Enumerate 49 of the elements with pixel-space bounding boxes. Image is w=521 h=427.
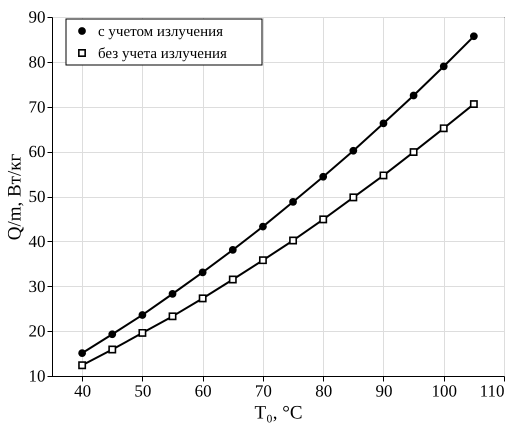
y-tick-label: 10 bbox=[28, 366, 46, 386]
point bbox=[440, 62, 448, 70]
y-tick-label: 50 bbox=[28, 187, 46, 206]
x-tick-label: 60 bbox=[194, 382, 212, 400]
point bbox=[198, 268, 207, 276]
x-tick-label: 100 bbox=[431, 382, 457, 400]
y-tick-label: 80 bbox=[28, 52, 46, 72]
point bbox=[228, 246, 237, 254]
y-tick-label: 90 bbox=[28, 8, 46, 26]
point bbox=[470, 100, 478, 108]
x-tick-label: 90 bbox=[375, 382, 392, 400]
point bbox=[228, 276, 237, 284]
y-tick-label: 70 bbox=[28, 97, 46, 116]
point bbox=[289, 198, 297, 206]
x-tick-label: 70 bbox=[254, 382, 272, 400]
point bbox=[289, 236, 298, 244]
point bbox=[78, 361, 86, 370]
y-tick-label: 20 bbox=[28, 322, 46, 341]
x-tick-label: 40 bbox=[74, 382, 92, 400]
point bbox=[349, 193, 358, 202]
x-tick-label: 50 bbox=[134, 382, 152, 400]
point bbox=[380, 119, 388, 128]
point bbox=[259, 222, 267, 230]
point bbox=[108, 346, 116, 354]
point bbox=[78, 349, 86, 357]
point bbox=[198, 294, 207, 302]
y-tick-label: 40 bbox=[28, 232, 46, 251]
x-axis-title: T₀, °C bbox=[254, 402, 303, 424]
point bbox=[349, 146, 358, 155]
legend-label: с учетом излучения bbox=[98, 24, 224, 40]
point bbox=[319, 172, 328, 181]
point bbox=[319, 215, 328, 224]
point bbox=[410, 148, 418, 156]
x-tick-label: 80 bbox=[315, 382, 332, 400]
point bbox=[258, 256, 267, 264]
point bbox=[168, 290, 176, 298]
point bbox=[108, 330, 116, 338]
point bbox=[440, 124, 448, 132]
point bbox=[410, 92, 418, 100]
point bbox=[138, 328, 146, 337]
y-tick-label: 30 bbox=[28, 276, 46, 296]
y-axis-title: Q/m, Вт/кг bbox=[4, 154, 26, 240]
legend-label: без учета излучения bbox=[98, 46, 227, 62]
x-tick-label: 110 bbox=[480, 382, 504, 400]
point bbox=[380, 171, 388, 180]
point bbox=[470, 32, 478, 40]
y-tick-label: 60 bbox=[28, 142, 46, 162]
point bbox=[168, 312, 176, 320]
point bbox=[138, 311, 146, 319]
